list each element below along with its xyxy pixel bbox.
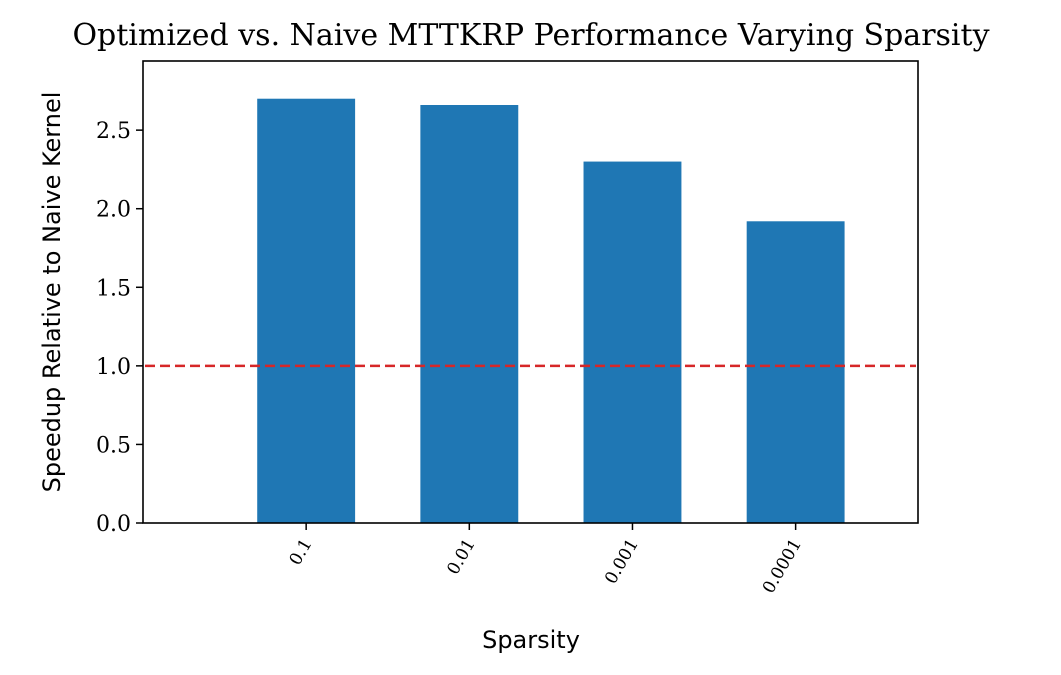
y-tick-label: 1.0 xyxy=(96,355,131,380)
x-tick-label: 0.1 xyxy=(286,536,317,569)
bar-0.0001 xyxy=(746,221,845,524)
y-tick-label: 0.5 xyxy=(96,433,131,458)
y-axis-ticks: 0.0 0.5 1.0 1.5 2.0 2.5 xyxy=(96,119,143,537)
y-tick-label: 2.5 xyxy=(96,119,131,144)
y-tick-label: 1.5 xyxy=(96,276,131,301)
x-tick-label: 0.01 xyxy=(443,536,479,579)
bar-0.01 xyxy=(420,105,519,523)
y-tick-label: 0.0 xyxy=(96,512,131,537)
x-axis-label: Sparsity xyxy=(482,626,580,654)
plot-area-frame xyxy=(142,60,919,524)
y-tick-label: 2.0 xyxy=(96,198,131,223)
bars xyxy=(257,98,845,524)
chart-title: Optimized vs. Naive MTTKRP Performance V… xyxy=(72,18,989,53)
bar-0.001 xyxy=(583,161,682,524)
x-axis-ticks: 0.1 0.01 0.001 0.0001 xyxy=(286,523,806,597)
y-axis-label: Speedup Relative to Naive Kernel xyxy=(38,92,66,493)
bar-0.1 xyxy=(257,98,356,523)
x-tick-label: 0.001 xyxy=(601,536,643,588)
x-tick-label: 0.0001 xyxy=(759,536,806,598)
